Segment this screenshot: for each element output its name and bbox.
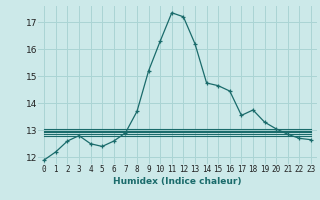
X-axis label: Humidex (Indice chaleur): Humidex (Indice chaleur) [113,177,242,186]
